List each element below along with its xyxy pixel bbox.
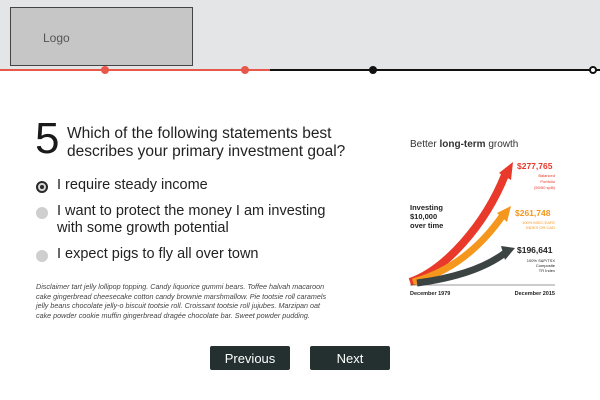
progress-bar — [0, 66, 600, 74]
logo-text: Logo — [43, 31, 70, 45]
header-bar: Logo — [0, 0, 600, 70]
option-steady-income[interactable]: I require steady income — [36, 177, 327, 194]
series-1-value: $277,765 — [517, 161, 553, 171]
logo-placeholder: Logo — [10, 7, 193, 66]
red-arrow-head-icon — [499, 162, 513, 180]
series-1-label-2: Portfolio — [540, 179, 555, 184]
radio-unselected-icon[interactable] — [36, 250, 48, 262]
graphic-start-date: December 1979 — [410, 291, 450, 297]
option-label: I require steady income — [57, 177, 208, 193]
investing-label-3: over time — [410, 221, 443, 230]
orange-arrow-head-icon — [497, 206, 511, 222]
investing-label-1: Investing — [410, 203, 443, 212]
next-button[interactable]: Next — [310, 346, 390, 370]
radio-selected-icon[interactable] — [36, 181, 48, 193]
series-1-label-3: (50/50 split) — [534, 185, 556, 190]
radio-unselected-icon[interactable] — [36, 207, 48, 219]
series-1-label-1: Balanced — [538, 173, 555, 178]
question-text: Which of the following statements best d… — [67, 125, 346, 160]
series-3-label-1: 100% S&P/TSX — [527, 258, 556, 263]
orange-growth-arrow — [412, 212, 506, 286]
investing-label-2: $10,000 — [410, 212, 437, 221]
progress-step-3 — [369, 66, 377, 74]
series-2-label-1: 100% MSCI EAFE — [522, 220, 555, 225]
question-number: 5 — [35, 114, 60, 163]
progress-step-1 — [101, 66, 109, 74]
previous-button[interactable]: Previous — [210, 346, 290, 370]
dark-growth-arrow — [416, 250, 508, 287]
series-2-value: $261,748 — [515, 208, 551, 218]
progress-track-complete — [0, 69, 270, 71]
disclaimer-text: Disclaimer tart jelly lollipop topping. … — [36, 282, 327, 320]
progress-step-4 — [589, 66, 597, 74]
series-3-label-2: Composite — [536, 263, 556, 268]
series-2-label-2: INDEX OR CAD — [526, 225, 555, 230]
graphic-end-date: December 2015 — [515, 291, 555, 297]
progress-track-remaining — [270, 69, 600, 71]
option-protect-money[interactable]: I want to protect the money I am investi… — [36, 203, 327, 237]
option-label: I expect pigs to fly all over town — [57, 246, 259, 262]
progress-step-2 — [241, 66, 249, 74]
graphic-title: Better long-term growth — [410, 139, 518, 150]
option-label: I want to protect the money I am investi… — [57, 203, 326, 236]
dark-arrow-head-icon — [501, 246, 515, 260]
series-3-value: $196,641 — [517, 245, 553, 255]
growth-graphic: Better long-term growth Investing $10,00… — [408, 139, 556, 297]
option-pigs-fly[interactable]: I expect pigs to fly all over town — [36, 246, 327, 263]
series-3-label-3: TR Index — [539, 268, 555, 273]
